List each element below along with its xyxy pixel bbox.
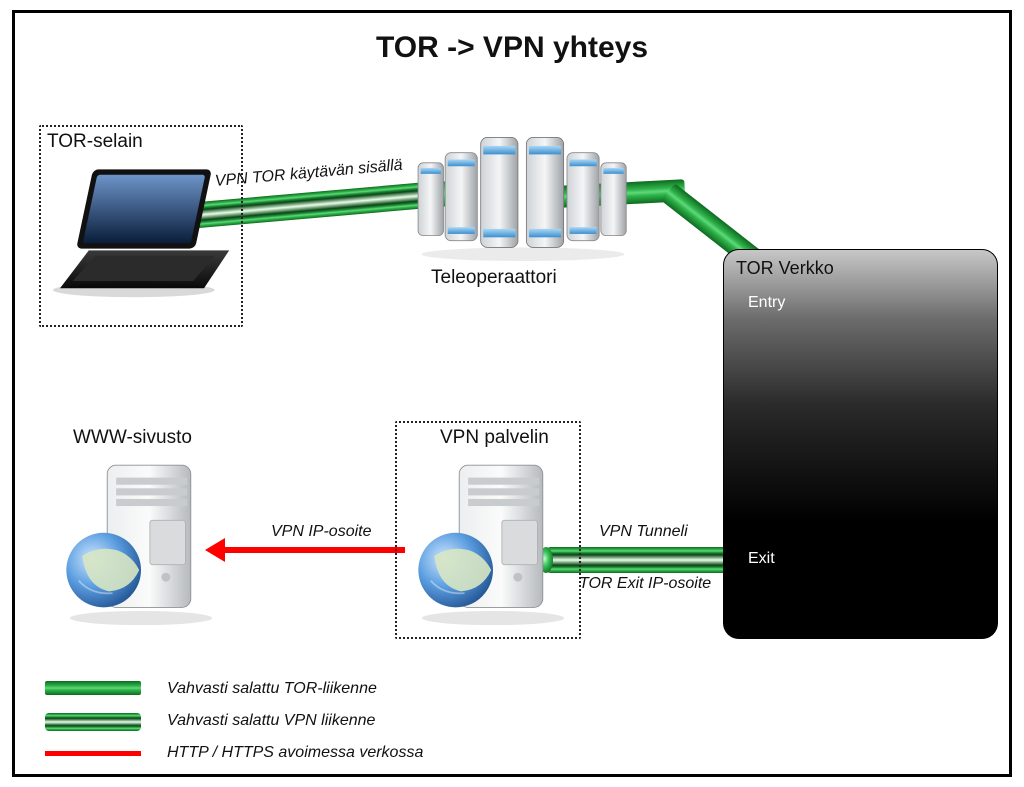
tor-entry-label: Entry	[748, 294, 785, 312]
legend-swatch-tor	[45, 681, 141, 695]
isp-label: Teleoperaattori	[431, 267, 557, 289]
legend-text-http: HTTP / HTTPS avoimessa verkossa	[167, 744, 423, 762]
arrow-vpn-www	[205, 547, 405, 553]
diagram-title: TOR -> VPN yhteys	[15, 31, 1009, 65]
isp-servers-icon	[413, 125, 633, 265]
tor-network-title: TOR Verkko	[736, 258, 834, 279]
tor-exit-label: Exit	[748, 550, 775, 568]
vpn-server-label: VPN palvelin	[440, 427, 549, 449]
legend-row-http: HTTP / HTTPS avoimessa verkossa	[45, 737, 423, 769]
diagram-frame: TOR -> VPN yhteys VPN TOR käytävän sisäl…	[12, 10, 1012, 777]
legend-text-vpn: Vahvasti salattu VPN liikenne	[167, 712, 375, 730]
legend-swatch-http	[45, 751, 141, 756]
tor-network-box: TOR Verkko Entry Exit	[723, 249, 998, 639]
legend-text-tor: Vahvasti salattu TOR-liikenne	[167, 680, 377, 698]
www-label: WWW-sivusto	[73, 427, 192, 449]
label-tor-vpn-bottom: TOR Exit IP-osoite	[579, 575, 711, 593]
legend: Vahvasti salattu TOR-liikenne Vahvasti s…	[45, 673, 423, 769]
laptop-icon	[51, 161, 231, 311]
vpn-server-icon	[413, 455, 573, 630]
www-server-icon	[61, 455, 221, 630]
label-vpn-www: VPN IP-osoite	[271, 523, 371, 541]
tor-browser-label: TOR-selain	[47, 131, 143, 153]
legend-row-vpn: Vahvasti salattu VPN liikenne	[45, 705, 423, 737]
legend-swatch-vpn	[45, 713, 141, 731]
label-tor-vpn-top: VPN Tunneli	[599, 523, 688, 541]
legend-row-tor: Vahvasti salattu TOR-liikenne	[45, 673, 423, 705]
